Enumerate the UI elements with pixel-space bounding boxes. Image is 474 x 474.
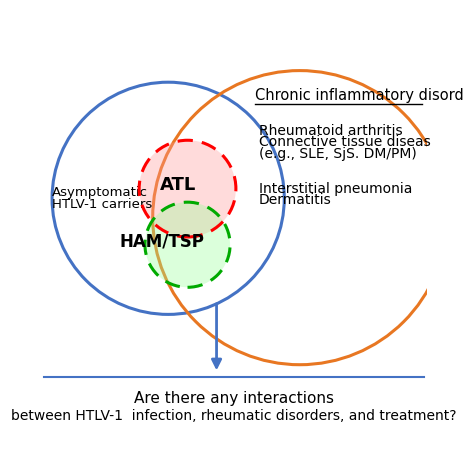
Circle shape (139, 140, 236, 237)
Text: (e.g., SLE, SjS. DM/PM): (e.g., SLE, SjS. DM/PM) (259, 147, 417, 161)
Text: between HTLV-1  infection, rheumatic disorders, and treatment?: between HTLV-1 infection, rheumatic diso… (11, 409, 457, 423)
Text: HTLV-1 carriers: HTLV-1 carriers (52, 199, 152, 211)
Text: Are there any interactions: Are there any interactions (134, 391, 334, 406)
Text: Asymptomatic: Asymptomatic (52, 186, 148, 199)
Text: Rheumatoid arthritis: Rheumatoid arthritis (259, 124, 403, 137)
Text: HAM/TSP: HAM/TSP (120, 233, 205, 251)
Text: Interstitial pneumonia: Interstitial pneumonia (259, 182, 412, 196)
Text: Connective tissue diseas: Connective tissue diseas (259, 135, 431, 149)
Text: Dermatitis: Dermatitis (259, 193, 332, 207)
Circle shape (145, 202, 230, 287)
Text: ATL: ATL (160, 176, 196, 194)
Text: Chronic inflammatory disord: Chronic inflammatory disord (255, 88, 464, 103)
